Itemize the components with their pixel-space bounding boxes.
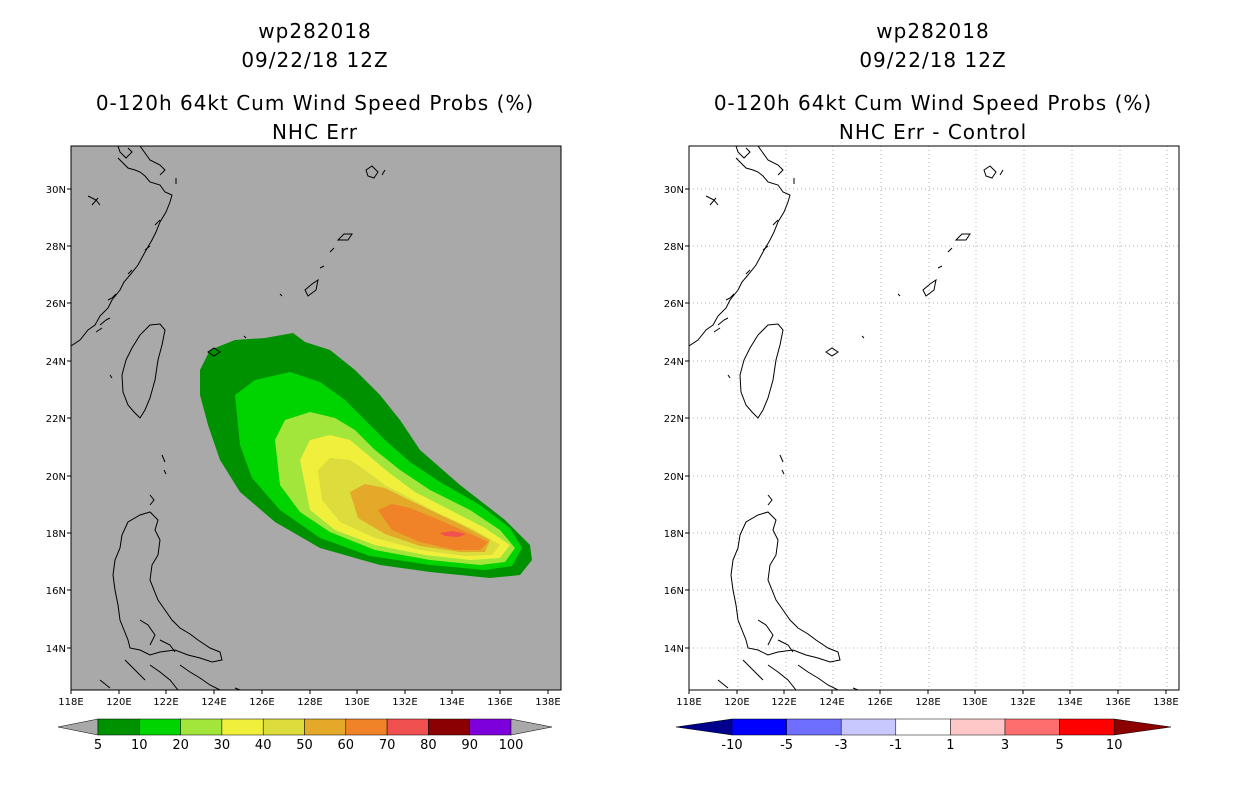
left-lon-label: 128E <box>297 697 322 708</box>
left-colorbar: 5 10 20 30 40 50 60 70 80 90 100 <box>57 718 553 753</box>
right-colorbar: -10 -5 -3 -1 1 3 5 10 <box>675 718 1172 753</box>
left-colorbar-label: 10 <box>131 738 148 753</box>
left-colorbar-swatch <box>345 718 388 736</box>
contour-70 <box>440 531 466 537</box>
right-lon-label: 128E <box>915 697 940 708</box>
right-colorbar-label: -1 <box>889 738 902 753</box>
right-colorbar-label: -3 <box>835 738 848 753</box>
right-lat-label: 16N <box>664 586 684 597</box>
right-title-datetime: 09/22/18 12Z <box>859 48 1007 72</box>
left-colorbar-label: 40 <box>255 738 272 753</box>
right-title-product: 0-120h 64kt Cum Wind Speed Probs (%) <box>713 91 1153 115</box>
left-lat-label: 30N <box>46 185 66 196</box>
right-colorbar-swatch <box>731 718 787 736</box>
right-colorbar-label: -5 <box>780 738 793 753</box>
left-colorbar-swatch <box>139 718 181 736</box>
right-colorbar-swatch <box>950 718 1006 736</box>
right-colorbar-label: 5 <box>1055 738 1063 753</box>
left-colorbar-label: 60 <box>338 738 355 753</box>
right-lat-label: 30N <box>664 185 684 196</box>
left-colorbar-label: 80 <box>420 738 437 753</box>
left-colorbar-label: 90 <box>461 738 478 753</box>
left-lon-label: 124E <box>201 697 226 708</box>
right-map-panel <box>688 145 1180 691</box>
right-lat-label: 24N <box>664 357 684 368</box>
left-colorbar-label: 50 <box>296 738 313 753</box>
left-title-datetime: 09/22/18 12Z <box>241 48 389 72</box>
left-lon-label: 134E <box>439 697 464 708</box>
left-lon-label: 136E <box>487 697 512 708</box>
colorbar-right-arrow <box>510 718 553 736</box>
left-lon-label: 130E <box>344 697 369 708</box>
left-lon-label: 120E <box>106 697 131 708</box>
right-lon-label: 136E <box>1105 697 1130 708</box>
right-lat-label: 26N <box>664 299 684 310</box>
left-lon-label: 126E <box>249 697 274 708</box>
right-lat-label: 22N <box>664 414 684 425</box>
left-colorbar-swatch <box>180 718 223 736</box>
right-lat-label: 14N <box>664 644 684 655</box>
right-colorbar-swatch <box>895 718 951 736</box>
left-title-subtitle: NHC Err <box>271 120 359 144</box>
left-lon-label: 132E <box>392 697 417 708</box>
left-colorbar-label: 100 <box>499 738 524 753</box>
left-lat-label: 14N <box>46 644 66 655</box>
right-lon-label: 134E <box>1057 697 1082 708</box>
left-colorbar-swatch <box>221 718 264 736</box>
left-lat-label: 20N <box>46 472 66 483</box>
right-lon-label: 130E <box>962 697 987 708</box>
left-colorbar-swatch <box>97 718 140 736</box>
right-lon-label: 138E <box>1153 697 1178 708</box>
right-colorbar-swatch <box>840 718 897 736</box>
left-lon-label: 122E <box>153 697 178 708</box>
axis-labels: 118E 120E 122E 124E 126E 128E 130E 132E 134E 136E… <box>46 185 1179 708</box>
right-lat-label: 20N <box>664 472 684 483</box>
left-lat-label: 16N <box>46 586 66 597</box>
right-title-subtitle: NHC Err - Control <box>838 120 1028 144</box>
left-lat-label: 28N <box>46 242 66 253</box>
left-colorbar-swatch <box>262 718 305 736</box>
left-lat-label: 24N <box>46 357 66 368</box>
left-colorbar-label: 20 <box>172 738 189 753</box>
left-title-storm-id: wp282018 <box>258 19 372 43</box>
right-lon-label: 126E <box>867 697 892 708</box>
right-colorbar-label: 10 <box>1106 738 1123 753</box>
right-colorbar-label: 3 <box>1001 738 1009 753</box>
left-colorbar-swatch <box>304 718 347 736</box>
left-colorbar-swatch <box>386 718 429 736</box>
left-lat-label: 22N <box>46 414 66 425</box>
right-lon-label: 122E <box>771 697 796 708</box>
right-colorbar-swatch <box>1004 718 1060 736</box>
right-title-storm-id: wp282018 <box>876 19 990 43</box>
right-lat-label: 18N <box>664 529 684 540</box>
right-colorbar-label: 1 <box>946 738 954 753</box>
right-lon-label: 120E <box>724 697 749 708</box>
right-colorbar-swatch <box>1059 718 1115 736</box>
left-colorbar-label: 5 <box>94 738 102 753</box>
left-map-panel <box>70 145 562 691</box>
right-colorbar-swatch <box>786 718 842 736</box>
left-lon-label: 138E <box>535 697 560 708</box>
right-lon-label: 132E <box>1010 697 1035 708</box>
left-lat-label: 26N <box>46 299 66 310</box>
left-colorbar-swatch <box>469 718 512 736</box>
left-colorbar-swatch <box>428 718 470 736</box>
left-title-product: 0-120h 64kt Cum Wind Speed Probs (%) <box>95 91 535 115</box>
right-colorbar-left-arrow <box>675 718 733 736</box>
right-colorbar-label: -10 <box>721 738 742 753</box>
right-colorbar-right-arrow <box>1113 718 1172 736</box>
left-colorbar-label: 30 <box>214 738 231 753</box>
contour-60 <box>378 504 488 550</box>
left-colorbar-label: 70 <box>379 738 396 753</box>
probability-contours <box>71 146 532 690</box>
right-lon-label: 118E <box>676 697 701 708</box>
right-lon-label: 124E <box>819 697 844 708</box>
left-lat-label: 18N <box>46 529 66 540</box>
left-lon-label: 118E <box>58 697 83 708</box>
gridlines <box>689 146 1179 690</box>
right-lat-label: 28N <box>664 242 684 253</box>
colorbar-left-arrow <box>57 718 99 736</box>
